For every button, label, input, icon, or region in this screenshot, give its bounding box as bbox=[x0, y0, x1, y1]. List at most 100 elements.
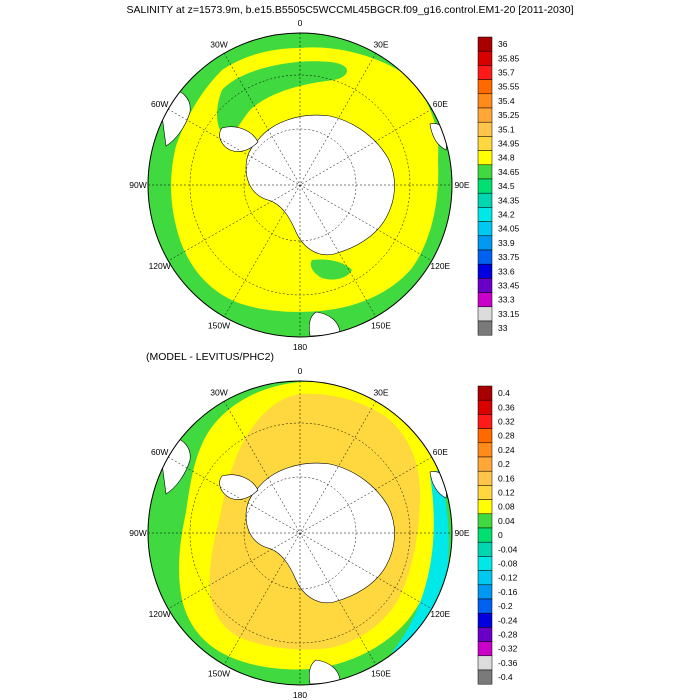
colorbar-level-label: 0.32 bbox=[498, 417, 515, 427]
longitude-label: 120W bbox=[149, 261, 171, 271]
colorbar-swatch bbox=[477, 641, 493, 657]
colorbar-level-label: 0.4 bbox=[498, 388, 510, 398]
colorbar-swatch bbox=[477, 249, 493, 265]
difference-map bbox=[148, 381, 452, 685]
colorbar-level-label: 33.6 bbox=[498, 266, 515, 276]
longitude-label: 150W bbox=[208, 668, 230, 678]
colorbar-level-label: 0.08 bbox=[498, 502, 515, 512]
longitude-label: 30E bbox=[373, 388, 388, 398]
figure-title: SALINITY at z=1573.9m, b.e15.B5505C5WCCM… bbox=[127, 4, 574, 16]
colorbar-level-label: -0.32 bbox=[498, 644, 518, 654]
colorbar-level-label: 34.8 bbox=[498, 153, 515, 163]
longitude-label: 90W bbox=[129, 180, 146, 190]
graticule bbox=[148, 33, 452, 337]
colorbar-swatch bbox=[477, 306, 493, 322]
longitude-label: 180 bbox=[293, 342, 307, 352]
colorbar-swatch bbox=[477, 263, 493, 279]
colorbar-swatch bbox=[477, 50, 493, 66]
colorbar-level-label: -0.4 bbox=[498, 672, 513, 682]
longitude-label: 0 bbox=[298, 366, 303, 376]
longitude-label: 60W bbox=[151, 99, 168, 109]
colorbar-level-label: 35.25 bbox=[498, 110, 520, 120]
longitude-label: 60E bbox=[433, 447, 448, 457]
colorbar-swatch bbox=[477, 541, 493, 557]
colorbar-swatch bbox=[477, 513, 493, 529]
difference-map-longitude-labels: 0 30E 60E 90E 120E 150E 180 150W 120W 90W 60W 30W bbox=[129, 366, 470, 700]
longitude-label: 180 bbox=[293, 690, 307, 700]
longitude-label: 30W bbox=[210, 388, 227, 398]
salinity-map-longitude-labels: 0 30E 60E 90E 120E 150E 180 150W 120W 90W 60W 30W bbox=[129, 18, 470, 352]
colorbar-level-label: 34.95 bbox=[498, 139, 520, 149]
colorbar-level-label: 0.36 bbox=[498, 402, 515, 412]
longitude-label: 120W bbox=[149, 609, 171, 619]
colorbar-level-label: -0.2 bbox=[498, 601, 513, 611]
green-patch-atlantic bbox=[217, 61, 348, 136]
colorbar-level-label: 34.65 bbox=[498, 167, 520, 177]
longitude-label: 60E bbox=[433, 99, 448, 109]
colorbar-level-label: 0.12 bbox=[498, 488, 515, 498]
difference-subtitle: (MODEL - LEVITUS/PHC2) bbox=[146, 351, 274, 363]
salinity-map bbox=[148, 33, 452, 337]
green-patch-pacific bbox=[310, 259, 352, 280]
colorbar-swatch bbox=[477, 470, 493, 486]
colorbar-level-label: 35.1 bbox=[498, 124, 515, 134]
colorbar-swatch bbox=[477, 598, 493, 614]
colorbar-swatch bbox=[477, 79, 493, 95]
colorbar-swatch bbox=[477, 584, 493, 600]
colorbar-swatch bbox=[477, 235, 493, 251]
colorbar-level-label: 0.04 bbox=[498, 516, 515, 526]
colorbar-level-label: 0.16 bbox=[498, 473, 515, 483]
colorbar-swatch bbox=[477, 221, 493, 237]
colorbar-level-label: 34.35 bbox=[498, 195, 520, 205]
longitude-label: 0 bbox=[298, 18, 303, 28]
longitude-label: 90E bbox=[454, 180, 469, 190]
colorbar-level-label: 36 bbox=[498, 39, 508, 49]
colorbar-swatch bbox=[477, 556, 493, 571]
colorbar-swatch bbox=[477, 627, 493, 642]
colorbar-swatch bbox=[477, 136, 493, 151]
colorbar-level-label: 33.3 bbox=[498, 295, 515, 305]
colorbar-level-label: 35.85 bbox=[498, 53, 520, 63]
colorbar-level-label: 33 bbox=[498, 323, 508, 333]
colorbar-swatch bbox=[477, 428, 493, 444]
colorbar-level-label: 34.05 bbox=[498, 224, 520, 234]
colorbar-level-label: -0.16 bbox=[498, 587, 518, 597]
longitude-label: 150E bbox=[371, 668, 391, 678]
colorbar-swatch bbox=[477, 278, 493, 293]
colorbar-level-label: 34.2 bbox=[498, 210, 515, 220]
colorbar-swatch bbox=[477, 485, 493, 500]
colorbar-swatch bbox=[477, 414, 493, 429]
colorbar-level-label: 33.45 bbox=[498, 281, 520, 291]
colorbar-swatch bbox=[477, 150, 493, 166]
colorbar-swatch bbox=[477, 107, 493, 123]
colorbar-swatch bbox=[477, 93, 493, 109]
colorbar-swatch bbox=[477, 385, 493, 401]
colorbar-swatch bbox=[477, 178, 493, 194]
colorbar-level-label: 35.55 bbox=[498, 82, 520, 92]
colorbar-level-label: -0.12 bbox=[498, 573, 518, 583]
colorbar-level-label: 33.15 bbox=[498, 309, 520, 319]
longitude-label: 150W bbox=[208, 320, 230, 330]
longitude-label: 60W bbox=[151, 447, 168, 457]
colorbar-swatch bbox=[477, 121, 493, 137]
colorbar-swatch bbox=[477, 669, 493, 685]
graticule bbox=[148, 381, 452, 685]
colorbar-level-label: 0 bbox=[498, 530, 503, 540]
colorbar-level-label: 33.9 bbox=[498, 238, 515, 248]
antarctic-peninsula bbox=[219, 474, 259, 500]
colorbar-swatch bbox=[477, 442, 493, 458]
antarctic-peninsula bbox=[219, 126, 259, 152]
salinity-map-border bbox=[147, 32, 453, 338]
colorbar-level-label: 0.2 bbox=[498, 459, 510, 469]
colorbar-swatch bbox=[477, 655, 493, 671]
colorbar-level-label: 33.75 bbox=[498, 252, 520, 262]
longitude-label: 30E bbox=[373, 40, 388, 50]
colorbar-swatch bbox=[477, 456, 493, 472]
longitude-label: 120E bbox=[430, 261, 450, 271]
colorbar-swatch bbox=[477, 570, 493, 586]
colorbar-swatch bbox=[477, 36, 493, 52]
difference-colorbar: 0.4 0.36 0.32 0.28 0.24 0.2 0.16 0.12 0.08 0.04 0 -… bbox=[477, 385, 518, 685]
colorbar-level-label: 0.28 bbox=[498, 431, 515, 441]
colorbar-level-label: 35.7 bbox=[498, 68, 515, 78]
